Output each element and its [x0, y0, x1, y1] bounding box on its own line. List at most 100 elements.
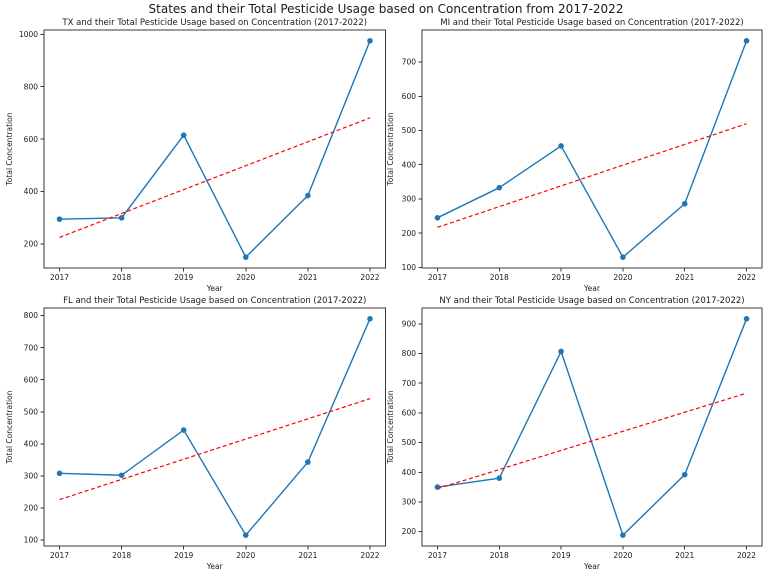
data-point-marker — [558, 143, 564, 149]
y-tick-label: 900 — [402, 319, 417, 328]
data-point-marker — [743, 38, 750, 44]
y-tick-label: 200 — [402, 527, 417, 536]
x-axis-label: Year — [206, 284, 224, 293]
y-axis-label: Total Concentration — [5, 112, 14, 186]
data-point-marker — [434, 484, 441, 490]
x-tick-label: 2018 — [490, 551, 509, 560]
x-tick-label: 2021 — [298, 273, 317, 282]
x-axis-label: Year — [583, 284, 601, 293]
axes-box — [421, 307, 763, 547]
y-tick-label: 1000 — [19, 30, 38, 39]
data-point-marker — [305, 459, 311, 465]
y-tick-label: 600 — [402, 92, 417, 101]
x-tick-label: 2017 — [428, 551, 447, 560]
data-point-marker — [242, 532, 249, 538]
x-tick-label: 2017 — [428, 273, 447, 282]
y-tick-label: 700 — [24, 343, 39, 352]
trend-line — [437, 392, 747, 490]
x-tick-label: 2020 — [236, 273, 255, 282]
x-tick-label: 2020 — [613, 273, 632, 282]
y-tick-label: 400 — [402, 160, 417, 169]
x-tick-label: 2019 — [174, 551, 193, 560]
y-axis-label: Total Concentration — [386, 112, 395, 186]
axes-box — [421, 29, 763, 269]
x-axis-label: Year — [206, 562, 224, 571]
data-point-marker — [681, 200, 688, 207]
data-line — [437, 318, 748, 536]
x-tick-label: 2020 — [236, 551, 255, 560]
y-tick-label: 200 — [24, 240, 39, 249]
data-point-marker — [558, 348, 564, 355]
data-point-marker — [620, 254, 626, 260]
data-point-marker — [180, 427, 187, 433]
y-tick-label: 700 — [402, 379, 417, 388]
data-point-marker — [56, 216, 63, 222]
y-tick-label: 600 — [24, 135, 39, 144]
x-tick-label: 2022 — [360, 551, 379, 560]
y-tick-label: 300 — [402, 498, 417, 507]
data-point-marker — [118, 215, 125, 221]
data-line — [59, 40, 371, 258]
data-point-marker — [56, 470, 63, 477]
data-line — [59, 318, 371, 536]
y-tick-label: 600 — [402, 409, 417, 418]
data-point-marker — [496, 184, 503, 191]
y-tick-label: 400 — [402, 468, 417, 477]
x-tick-label: 2018 — [112, 273, 131, 282]
y-axis-label: Total Concentration — [386, 390, 395, 464]
data-point-marker — [496, 475, 503, 481]
chart-ny: 2017 2018 2019 2020 2021 2022 200 300 400 500 600 7… — [386, 296, 763, 571]
x-tick-label: 2017 — [50, 273, 69, 282]
trend-line — [59, 398, 371, 501]
y-tick-label: 300 — [24, 471, 39, 480]
y-tick-label: 800 — [402, 349, 417, 358]
y-tick-label: 800 — [24, 311, 39, 320]
y-tick-label: 400 — [24, 187, 39, 196]
axes-box — [43, 307, 386, 547]
trend-line — [59, 117, 371, 238]
data-point-marker — [242, 254, 249, 260]
data-point-marker — [305, 192, 311, 199]
chart-tx: 2017 2018 2019 2020 2021 2022 200 400 600 800 1000… — [5, 18, 386, 293]
x-tick-label: 2019 — [552, 273, 571, 282]
x-tick-label: 2020 — [613, 551, 632, 560]
chart-fl: 2017 2018 2019 2020 2021 2022 100 200 300 400 500 6… — [5, 296, 386, 571]
data-line — [437, 40, 748, 258]
y-tick-label: 700 — [402, 58, 417, 67]
x-tick-label: 2017 — [50, 551, 69, 560]
y-tick-label: 500 — [402, 126, 417, 135]
chart-mi: 2017 2018 2019 2020 2021 2022 100 200 300 400 500 6… — [386, 18, 763, 293]
y-tick-label: 200 — [24, 504, 39, 513]
data-point-marker — [118, 472, 125, 479]
x-tick-label: 2018 — [112, 551, 131, 560]
y-tick-label: 200 — [402, 229, 417, 238]
x-tick-label: 2021 — [675, 273, 694, 282]
chart-title: NY and their Total Pesticide Usage based… — [439, 296, 744, 306]
axes-box — [43, 29, 386, 269]
data-point-marker — [180, 132, 187, 139]
y-tick-label: 300 — [402, 195, 417, 204]
x-tick-label: 2018 — [490, 273, 509, 282]
x-axis-label: Year — [583, 562, 601, 571]
y-tick-label: 800 — [24, 82, 39, 91]
x-tick-label: 2022 — [360, 273, 379, 282]
trend-line — [437, 123, 747, 228]
data-point-marker — [367, 316, 373, 322]
chart-title: TX and their Total Pesticide Usage based… — [61, 18, 367, 28]
y-tick-label: 400 — [24, 439, 39, 448]
x-tick-label: 2021 — [675, 551, 694, 560]
data-point-marker — [743, 316, 750, 322]
x-tick-label: 2019 — [174, 273, 193, 282]
x-tick-label: 2022 — [737, 551, 756, 560]
x-tick-label: 2019 — [552, 551, 571, 560]
x-tick-label: 2021 — [298, 551, 317, 560]
chart-title: MI and their Total Pesticide Usage based… — [440, 18, 743, 28]
data-point-marker — [434, 215, 441, 221]
chart-title: FL and their Total Pesticide Usage based… — [63, 296, 366, 306]
figure-suptitle: States and their Total Pesticide Usage b… — [148, 2, 624, 16]
data-point-marker — [367, 38, 373, 44]
y-tick-label: 500 — [402, 438, 417, 447]
y-tick-label: 100 — [402, 263, 417, 272]
y-tick-label: 500 — [24, 407, 39, 416]
